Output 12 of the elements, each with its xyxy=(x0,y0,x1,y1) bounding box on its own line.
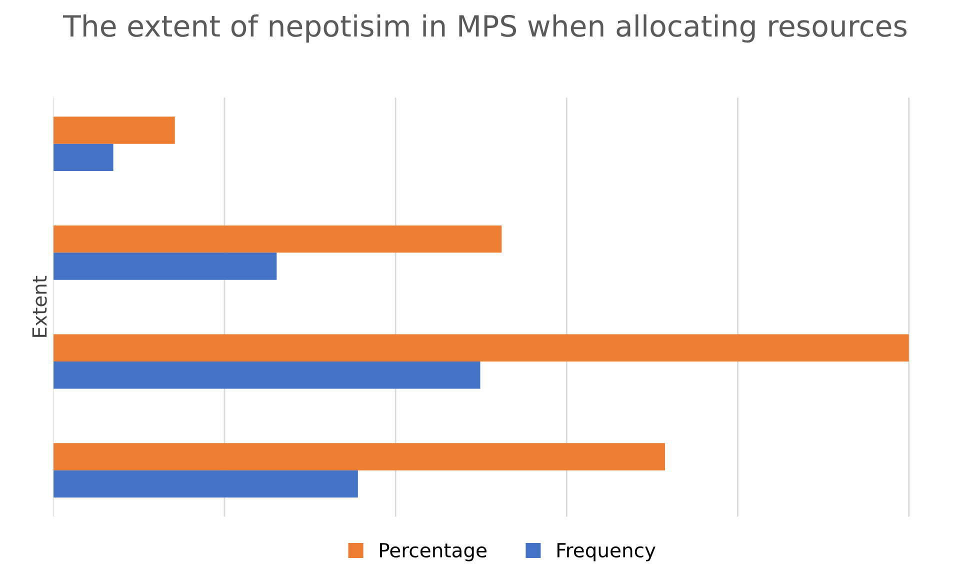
bar xyxy=(53,443,666,470)
legend-label: Percentage xyxy=(380,543,486,562)
legend-label: Frequency xyxy=(557,543,656,562)
bar xyxy=(53,470,358,498)
bar xyxy=(53,362,480,389)
bar xyxy=(53,144,114,172)
bar xyxy=(53,334,909,362)
bar xyxy=(53,225,502,253)
y-axis-title: Extent xyxy=(32,276,47,337)
bar xyxy=(53,116,175,144)
bar xyxy=(53,252,277,280)
chart-title: The extent of nepotisim in MPS when allocating resources xyxy=(62,14,907,43)
